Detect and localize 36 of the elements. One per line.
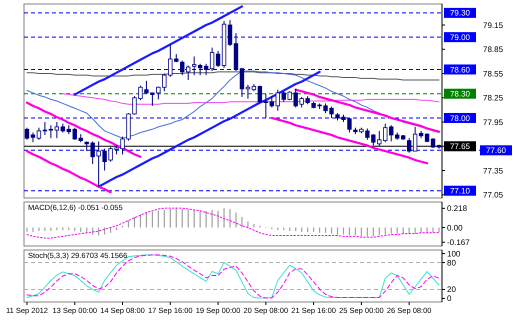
y-tick-label: 78.25: [483, 94, 504, 103]
ref-line-label: 78.00: [450, 114, 471, 123]
line-series: [74, 5, 244, 96]
line-series: [294, 88, 440, 133]
candlestick: [120, 136, 125, 155]
y-tick-label: 0: [447, 294, 452, 304]
y-tick-label: 0.218: [447, 204, 468, 214]
ref-line-label: 78.60: [450, 65, 471, 74]
ref-line-label: 79.00: [450, 32, 471, 42]
candlestick: [329, 106, 334, 118]
candlestick: [228, 20, 232, 47]
ref-line-label: 77.65: [450, 142, 471, 152]
candlestick: [132, 96, 137, 116]
y-tick-label: -0.167: [447, 238, 470, 248]
ref-line-label: 78.30: [450, 90, 471, 99]
ref-line-label: 77.60: [486, 146, 507, 156]
y-tick-label: 0.00: [447, 223, 464, 232]
y-tick-label: 78.55: [483, 69, 504, 78]
y-tick-label: 20: [447, 285, 456, 294]
line-series: [62, 93, 440, 105]
line-series: [98, 70, 321, 188]
ref-line-label: 77.10: [450, 186, 471, 196]
line-series: [26, 102, 142, 158]
y-tick-label: 77.35: [483, 166, 504, 176]
y-tick-label: 79.15: [483, 20, 504, 30]
y-tick-label: 77.95: [483, 118, 504, 127]
line-series: [26, 254, 440, 298]
line-series: [26, 150, 112, 194]
y-tick-label: 78.85: [483, 45, 504, 54]
y-tick-label: 100: [447, 249, 461, 258]
ref-line-label: 79.30: [450, 8, 471, 18]
line-series: [270, 116, 428, 164]
candlestick: [347, 117, 352, 134]
candlestick: [24, 127, 30, 140]
y-tick-label: 80: [447, 258, 456, 268]
y-tick-label: 77.05: [483, 190, 504, 200]
